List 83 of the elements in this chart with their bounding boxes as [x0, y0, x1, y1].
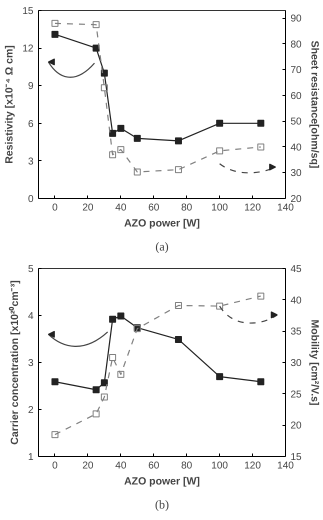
point: [92, 410, 100, 418]
x-tick-label: 140: [277, 202, 294, 214]
point: [92, 386, 100, 394]
point: [257, 143, 264, 150]
x-tick-label: 60: [148, 460, 160, 472]
x-tick-label: 0: [52, 460, 58, 472]
point: [51, 20, 58, 27]
y2-tick-label: 30: [290, 168, 302, 180]
point: [174, 166, 182, 174]
point: [117, 124, 124, 132]
y2-axis-title: Sheet resistance[ohm/sq]: [308, 40, 321, 168]
x-tick-label: 20: [82, 460, 94, 472]
y2-tick-label: 90: [290, 14, 302, 25]
point: [117, 312, 124, 320]
point: [117, 370, 124, 378]
y2-tick-label: 70: [290, 65, 302, 76]
point: [51, 30, 58, 38]
x-tick-label: 0: [52, 202, 58, 214]
y-tick-label: 3: [28, 156, 34, 168]
x-tick-label: 140: [277, 460, 294, 472]
x-axis-title: AZO power [W]: [124, 476, 200, 488]
y-tick-label: 12: [22, 44, 34, 55]
point: [92, 44, 100, 52]
y-tick-label: 0: [28, 194, 34, 205]
point: [134, 134, 141, 142]
point: [109, 316, 116, 323]
y2-tick-label: 30: [290, 358, 302, 369]
y-tick-label: 1: [28, 452, 34, 463]
point: [92, 21, 100, 28]
point: [257, 378, 264, 386]
x-tick-label: 120: [244, 202, 262, 214]
x-tick-label: 60: [148, 202, 160, 214]
point: [100, 393, 108, 400]
text: (a): [155, 240, 169, 254]
point: [216, 120, 224, 127]
point: [100, 379, 108, 386]
x-tick-label: 120: [244, 460, 262, 472]
y-tick-label: 5: [28, 264, 34, 275]
y2-tick-label: 15: [290, 452, 302, 463]
y2-tick-label: 40: [290, 142, 302, 154]
x-tick-label: 40: [115, 202, 127, 214]
point: [109, 354, 116, 361]
y2-tick-label: 50: [290, 116, 302, 128]
point: [216, 147, 224, 154]
y-tick-label: 9: [28, 81, 34, 92]
y-axis-title: Carrier concentration [x10²⁰cm⁻³]: [8, 280, 21, 445]
y2-tick-label: 45: [290, 264, 302, 275]
y-tick-label: 15: [22, 6, 34, 17]
y2-tick-label: 20: [290, 420, 302, 432]
x-axis-title: AZO power [W]: [124, 218, 200, 230]
point: [51, 378, 58, 386]
y-axis-title: Resistivity [x10⁻⁴ Ω cm]: [3, 45, 16, 164]
point: [117, 146, 124, 154]
point: [51, 431, 58, 438]
point: [134, 168, 141, 176]
y2-tick-label: 20: [290, 194, 302, 205]
point: [174, 137, 182, 144]
point: [100, 84, 108, 92]
y2-tick-label: 80: [290, 39, 302, 50]
y-tick-label: 3: [28, 358, 34, 369]
y2-tick-label: 60: [290, 90, 302, 102]
x-tick-label: 40: [115, 460, 127, 472]
x-tick-label: 20: [82, 202, 94, 214]
x-tick-label: 80: [181, 460, 193, 472]
y-tick-label: 2: [28, 405, 34, 416]
point: [257, 120, 264, 127]
point: [216, 302, 224, 310]
point: [109, 130, 116, 137]
point: [216, 373, 224, 380]
point: [174, 302, 182, 309]
x-tick-label: 100: [211, 460, 228, 472]
y-tick-label: 6: [28, 118, 34, 130]
point: [109, 151, 116, 158]
point: [257, 292, 264, 300]
x-tick-label: 80: [181, 202, 193, 214]
point: [174, 336, 182, 343]
text: (b): [155, 498, 170, 512]
y2-axis-title: Mobility [cm²/V.s]: [308, 320, 321, 406]
y2-tick-label: 25: [290, 389, 302, 400]
y-tick-label: 4: [28, 311, 34, 322]
y2-tick-label: 40: [290, 295, 302, 306]
x-tick-label: 100: [211, 202, 228, 214]
y2-tick-label: 35: [290, 326, 302, 338]
